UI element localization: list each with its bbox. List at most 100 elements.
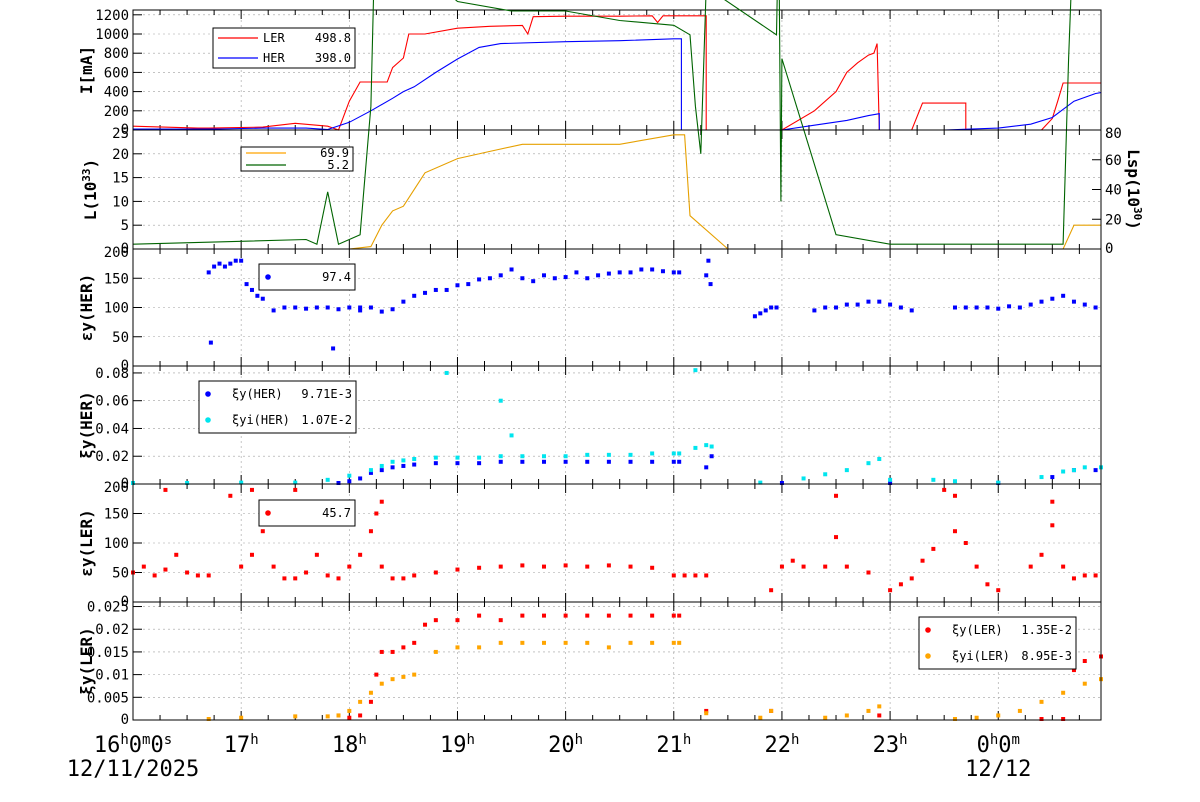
legend-swatch	[205, 391, 211, 397]
y2-axis-title: Lsp(1030)	[1124, 149, 1144, 230]
legend-label: ξyi(HER)	[232, 413, 290, 427]
data-point	[412, 457, 417, 462]
data-point	[401, 463, 406, 468]
data-point	[379, 564, 384, 569]
y-tick-label: 800	[104, 46, 129, 62]
data-point	[498, 640, 503, 645]
data-point	[844, 564, 849, 569]
legend-swatch	[265, 274, 271, 280]
data-point	[677, 451, 682, 456]
date-label-next: 12/12	[965, 757, 1031, 782]
data-point	[379, 499, 384, 504]
y-tick-label: 0.025	[87, 600, 129, 616]
legend-value: 498.8	[315, 31, 351, 45]
data-point	[368, 699, 373, 704]
data-point	[617, 270, 622, 275]
data-point	[671, 573, 676, 578]
data-point	[888, 481, 893, 485]
data-point	[520, 613, 525, 618]
data-point	[952, 529, 957, 534]
y-tick-label: 0	[121, 358, 129, 374]
data-point	[1082, 573, 1087, 578]
y-tick-label: 0	[121, 241, 129, 257]
data-point	[779, 564, 784, 569]
y-tick-label: 0.04	[95, 421, 129, 437]
data-point	[293, 305, 298, 310]
data-point	[239, 480, 244, 485]
data-point	[379, 468, 384, 473]
data-point	[801, 564, 806, 569]
data-point	[812, 308, 817, 313]
series-current-1	[133, 38, 1102, 131]
y-axis-title: εy(LER)	[77, 509, 96, 576]
data-point	[563, 613, 568, 618]
data-point	[541, 273, 546, 278]
data-point	[412, 462, 417, 467]
y-tick-label: 0	[121, 594, 129, 610]
data-point	[877, 704, 882, 709]
data-point	[677, 613, 682, 618]
data-point	[693, 573, 698, 578]
legend-value: 1.35E-2	[1021, 623, 1072, 637]
series-luminosity-1	[132, 0, 1072, 245]
y-tick-label: 100	[104, 301, 129, 317]
data-point	[1028, 302, 1033, 307]
data-point	[769, 305, 774, 310]
y-axis-title: L(1033)	[80, 159, 100, 220]
data-point	[650, 613, 655, 618]
data-point	[866, 299, 871, 304]
data-point	[1082, 465, 1087, 470]
data-point	[682, 573, 687, 578]
series-line	[132, 0, 1072, 245]
data-point	[606, 459, 611, 464]
y-tick-label: 25	[112, 126, 129, 142]
data-point	[855, 302, 860, 307]
data-point	[390, 465, 395, 470]
data-point	[433, 287, 438, 292]
data-point	[877, 457, 882, 462]
data-point	[1093, 468, 1098, 473]
data-point	[704, 573, 709, 578]
data-point	[639, 267, 644, 272]
data-point	[952, 305, 957, 310]
data-point	[1071, 468, 1076, 473]
data-point	[208, 340, 213, 345]
data-point	[996, 588, 1001, 593]
data-point	[239, 564, 244, 569]
data-point	[758, 311, 763, 316]
data-point	[249, 552, 254, 557]
data-point	[1039, 299, 1044, 304]
y-tick-label: 5	[121, 218, 129, 234]
series-ey_ler-0	[131, 487, 1098, 593]
data-point	[709, 454, 714, 459]
data-point	[834, 305, 839, 310]
y2-tick-label: 60	[1105, 153, 1122, 169]
y-tick-label: 100	[104, 536, 129, 552]
legend-label: LER	[263, 31, 285, 45]
data-point	[671, 613, 676, 618]
data-point	[758, 715, 763, 720]
data-point	[1061, 690, 1066, 695]
data-point	[206, 270, 211, 275]
data-point	[163, 567, 168, 572]
data-point	[455, 567, 460, 572]
data-point	[325, 573, 330, 578]
y-axis-label: I[mA]	[77, 46, 96, 94]
data-point	[282, 576, 287, 581]
data-point	[293, 576, 298, 581]
data-point	[358, 552, 363, 557]
data-point	[1039, 552, 1044, 557]
data-point	[368, 690, 373, 695]
data-point	[390, 307, 395, 312]
data-point	[498, 459, 503, 464]
data-point	[650, 565, 655, 570]
data-point	[963, 305, 968, 310]
data-point	[1082, 302, 1087, 307]
data-point	[909, 576, 914, 581]
data-point	[185, 481, 190, 485]
y-tick-label: 0.02	[95, 622, 129, 638]
data-point	[347, 564, 352, 569]
data-point	[606, 645, 611, 650]
data-point	[996, 480, 1001, 485]
data-point	[379, 309, 384, 314]
